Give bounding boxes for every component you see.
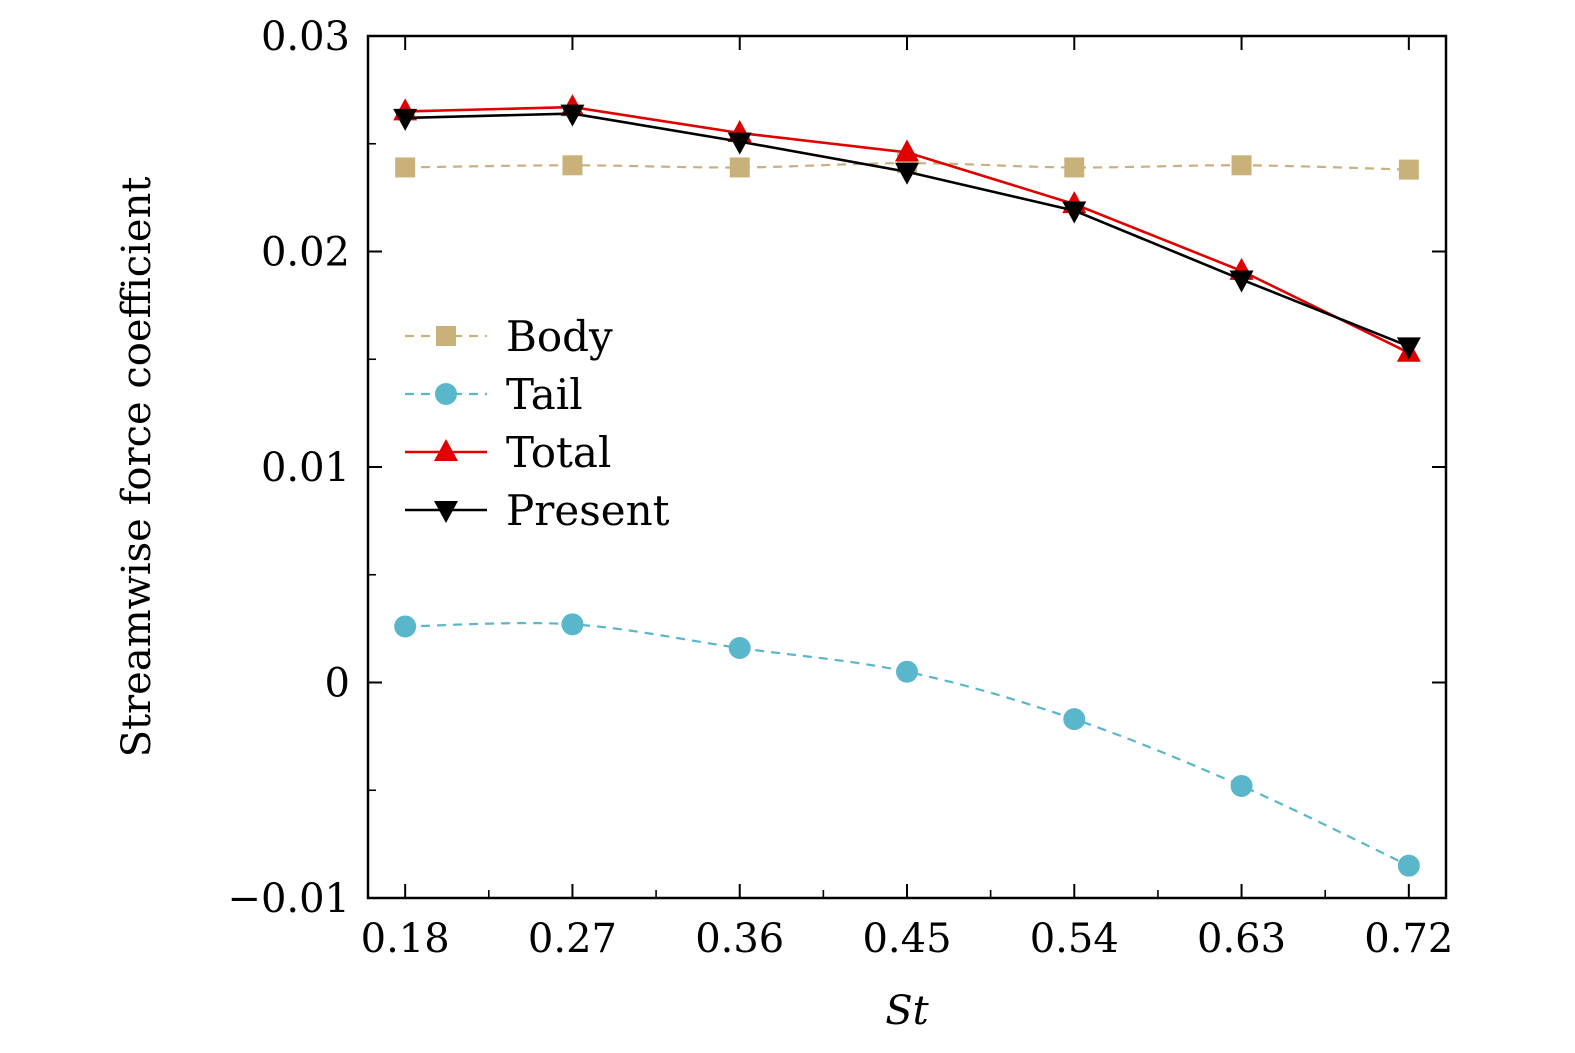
y-tick-label: 0.03 [261, 14, 350, 60]
legend-marker-present [434, 501, 458, 523]
series-layer [393, 94, 1421, 877]
x-tick-label: 0.72 [1364, 916, 1453, 962]
data-point-tail [561, 613, 584, 636]
data-point-present [560, 104, 585, 127]
series-line-tail [405, 621, 1410, 867]
x-axis: 0.18 0.27 0.36 0.45 0.54 0.63 0.72 [361, 36, 1453, 962]
legend-label-body: Body [506, 312, 613, 361]
data-point-present [895, 162, 919, 185]
data-point-tail [896, 660, 918, 683]
legend-label-total: Total [506, 428, 611, 477]
data-point-total [895, 139, 919, 162]
data-point-tail [728, 637, 751, 660]
data-point-present [1062, 201, 1087, 224]
x-tick-label: 0.18 [361, 916, 450, 962]
y-axis: −0.01 0 0.01 0.02 0.03 [227, 14, 1446, 922]
x-tick-label: 0.54 [1030, 916, 1119, 962]
data-point-present [393, 108, 418, 131]
y-tick-label: 0.01 [261, 445, 350, 491]
x-tick-label: 0.27 [528, 916, 617, 962]
legend-marker-body [436, 326, 456, 346]
data-point-body [395, 157, 416, 178]
data-point-tail [1397, 854, 1420, 877]
legend-marker-total [434, 439, 458, 461]
x-tick-label: 0.63 [1197, 916, 1286, 962]
y-tick-label: 0 [325, 661, 350, 707]
legend-marker-tail [435, 383, 457, 405]
x-tick-label: 0.36 [695, 916, 784, 962]
y-tick-label: −0.01 [227, 876, 350, 922]
legend: Body Tail Total Present [405, 312, 670, 535]
y-axis-title: Streamwise force coefficient [114, 177, 160, 758]
y-tick-label: 0.02 [261, 230, 350, 276]
data-point-present [1396, 337, 1421, 360]
data-point-present [727, 132, 752, 155]
data-point-body [562, 155, 583, 176]
x-tick-label: 0.45 [862, 916, 951, 962]
x-axis-title: St [885, 988, 929, 1034]
data-point-body [729, 157, 750, 178]
legend-label-present: Present [506, 486, 670, 535]
legend-label-tail: Tail [506, 370, 583, 419]
data-point-tail [1230, 774, 1253, 797]
data-point-tail [394, 615, 417, 638]
data-point-body [1231, 155, 1252, 176]
data-point-body [1064, 157, 1085, 178]
data-point-body [1398, 159, 1419, 180]
data-point-present [1229, 270, 1254, 293]
data-point-tail [1063, 708, 1086, 731]
